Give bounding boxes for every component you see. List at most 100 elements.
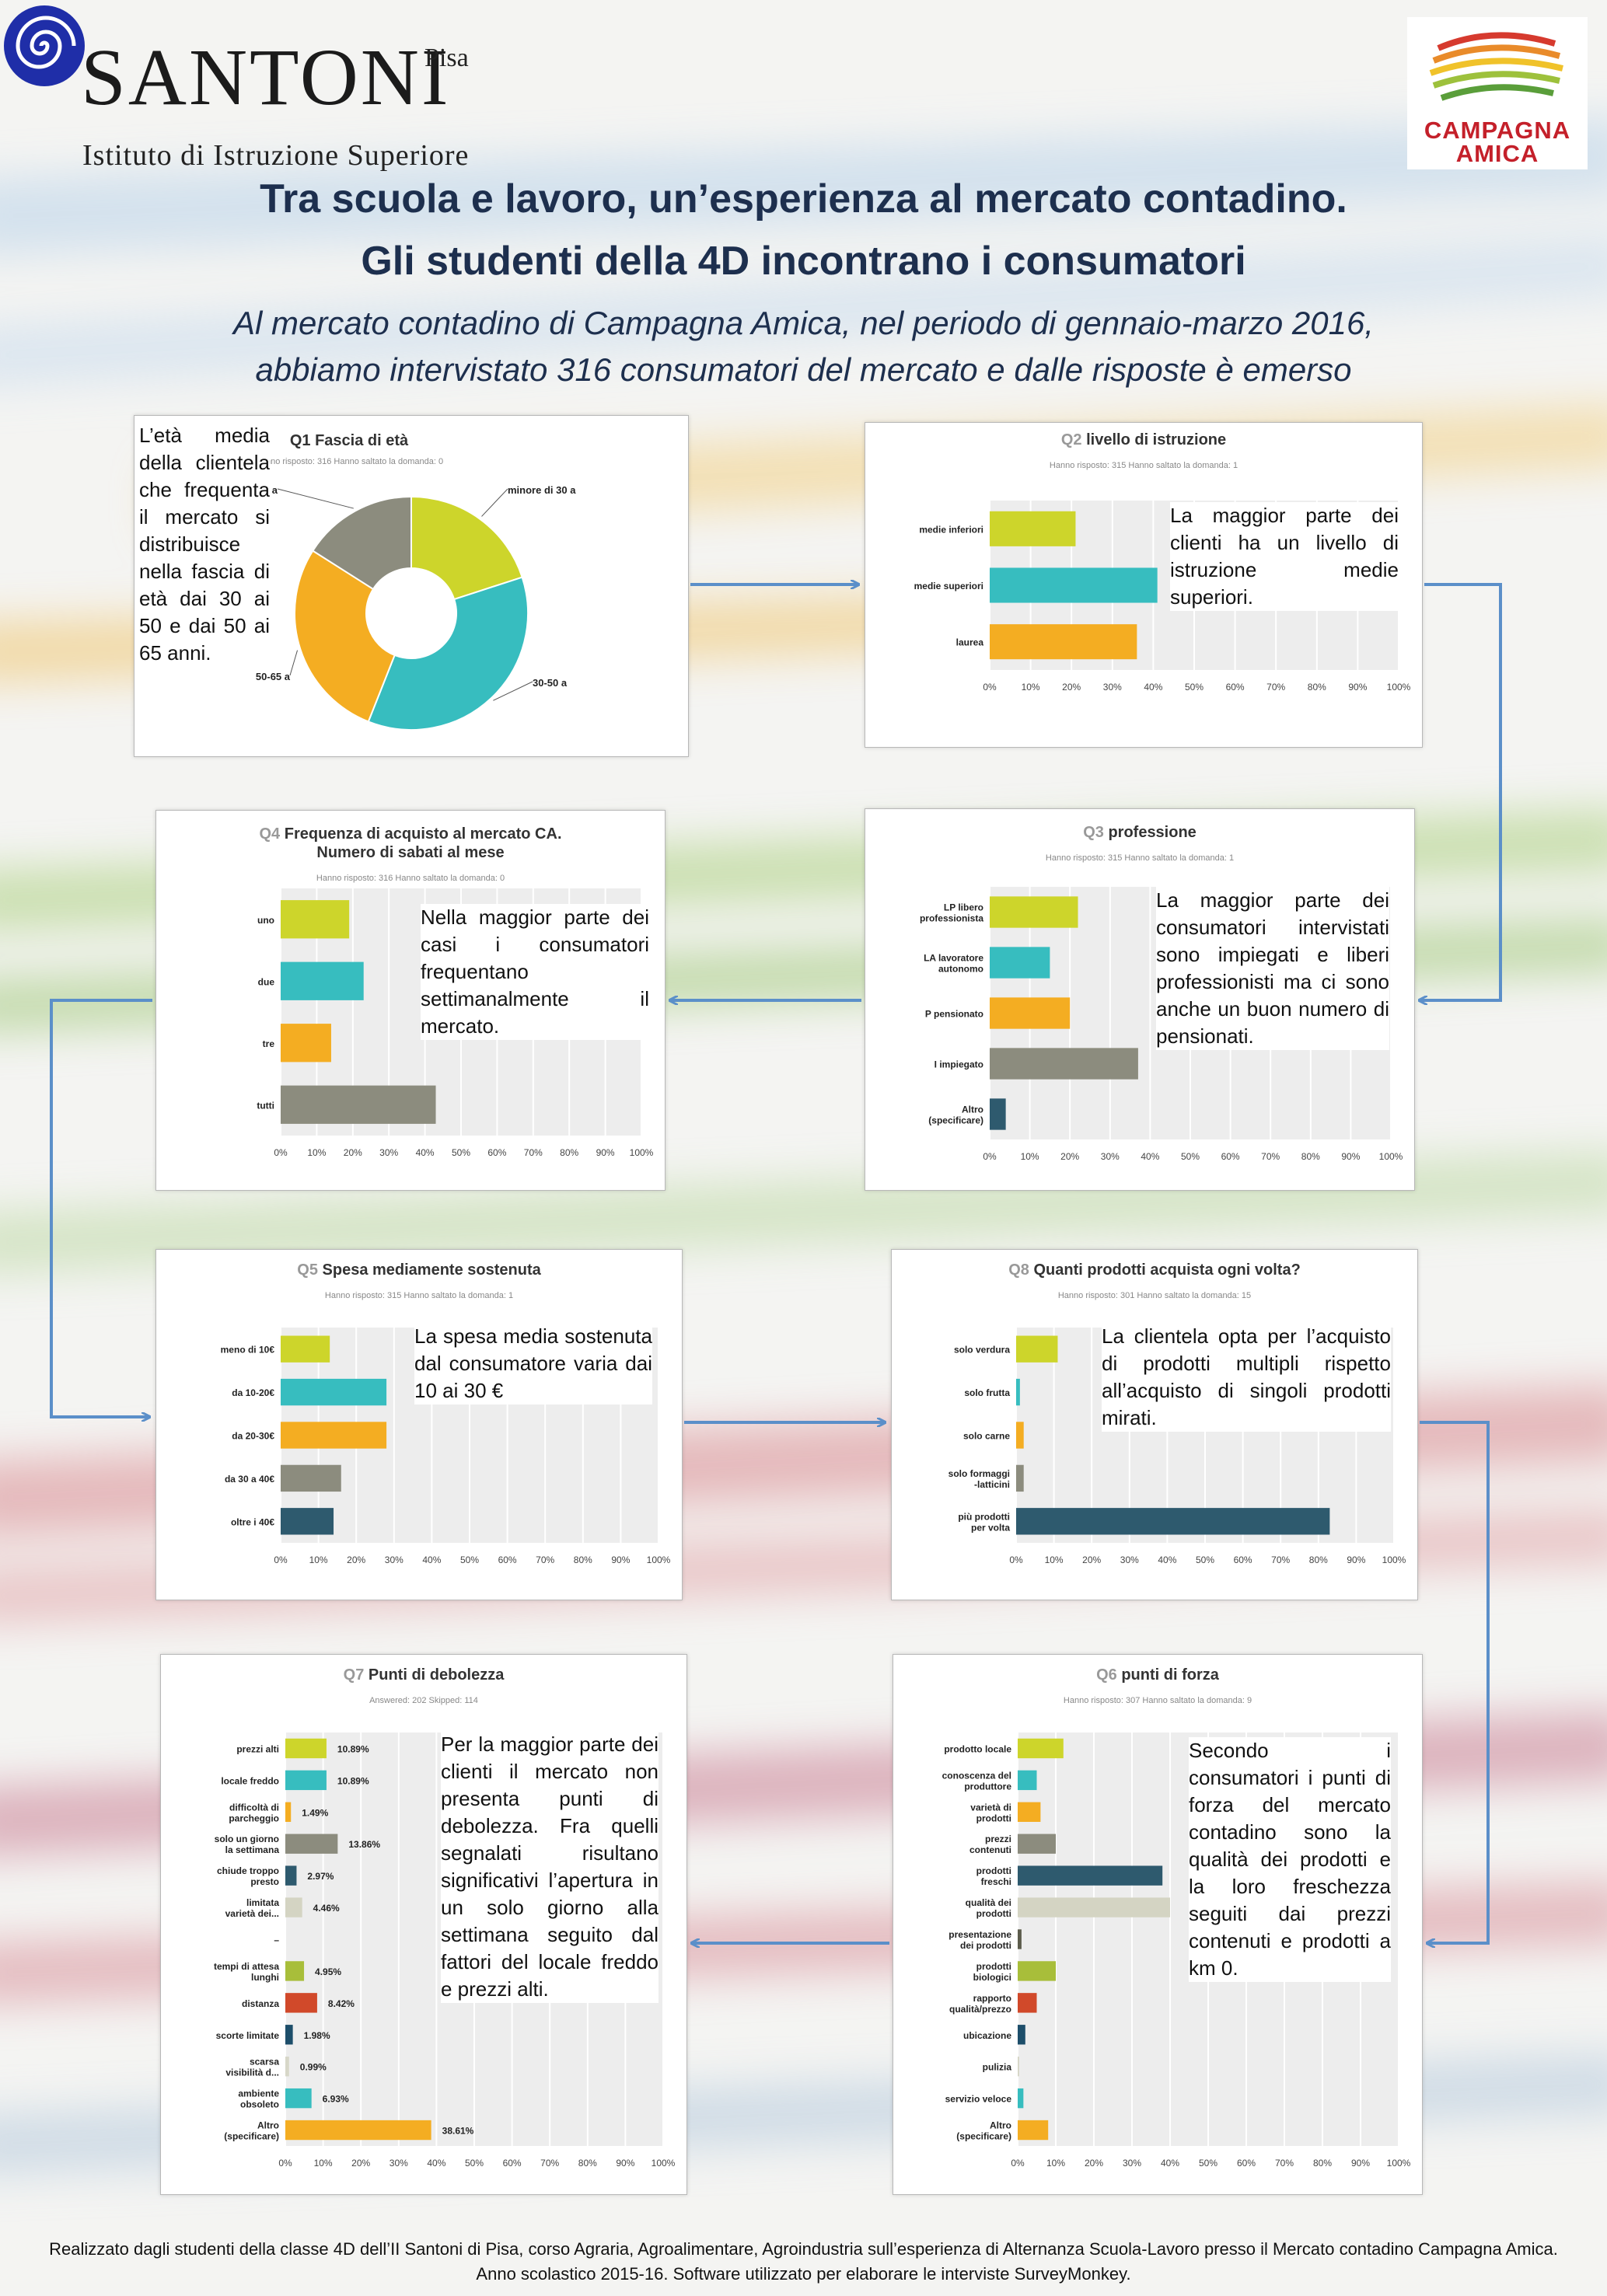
panel-q8: Q8 Quanti prodotti acquista ogni volta? H… [891,1249,1418,1600]
school-logo: SANTONI Pisa Istituto di Istruzione Supe… [0,0,544,172]
tick-label-q2-1: 10% [1022,682,1040,693]
bar-q7-11 [285,2088,312,2109]
category-label-q7-3-1: la settimana [225,1844,280,1855]
tick-label-q4-10: 100% [630,1147,654,1158]
tick-label-q5-4: 40% [422,1555,441,1565]
tick-label-q7-6: 60% [503,2158,522,2169]
bar-q7-9 [285,2025,293,2045]
category-label-q7-10-1: visibilità d... [225,2067,279,2078]
data-label-q7-7: 4.95% [315,1966,341,1977]
bar-q2-1 [990,567,1158,603]
subtitle-line2: abbiamo intervistato 316 consumatori del… [255,351,1352,388]
bar-q6-11 [1018,2088,1024,2109]
category-label-q7-6-0: – [274,1935,279,1945]
data-label-q7-1: 10.89% [337,1775,369,1786]
tick-label-q8-5: 50% [1196,1555,1214,1565]
tick-label-q5-10: 100% [647,1555,671,1565]
category-label-q2-1-0: medie superiori [914,581,983,591]
tick-label-q8-1: 10% [1045,1555,1064,1565]
text-q4: Nella maggior parte dei casi i consumato… [421,904,649,1040]
bar-q6-0 [1018,1738,1064,1759]
bar-q4-1 [281,961,364,1000]
text-q6: Secondo i consumatori i punti di forza d… [1189,1737,1391,1982]
bar-q3-4 [990,1098,1006,1130]
tick-label-q2-9: 90% [1348,682,1367,693]
text-q1: L’età media della clientela che frequent… [139,422,270,667]
tick-label-q5-7: 70% [536,1555,554,1565]
chart-meta-q5: Hanno risposto: 315 Hanno saltato la dom… [325,1291,513,1300]
bar-q5-2 [281,1422,387,1449]
category-label-q6-0-0: prodotto locale [944,1743,1011,1754]
chart-meta-q8: Hanno risposto: 301 Hanno saltato la dom… [1058,1291,1251,1300]
tick-label-q4-1: 10% [307,1147,326,1158]
pie-leader-2 [289,650,299,676]
category-label-q5-1-0: da 10-20€ [232,1387,274,1398]
footer-line1: Realizzato dagli studenti della classe 4… [49,2239,1558,2259]
school-name: SANTONI [81,33,451,122]
tick-label-q3-0: 0% [983,1151,997,1162]
category-label-q7-9-0: scorte limitate [216,2030,280,2041]
category-label-q5-2-0: da 20-30€ [232,1431,274,1442]
category-label-q7-7-0: tempi di attesa [214,1961,279,1972]
bar-q7-8 [285,1993,317,2013]
category-label-q7-4-1: presto [250,1876,279,1887]
bar-q8-4 [1016,1508,1330,1535]
tick-label-q4-7: 70% [524,1147,543,1158]
footer: Realizzato dagli studenti della classe 4… [0,2237,1607,2287]
category-label-q3-1-1: autonomo [938,964,983,975]
bar-q3-1 [990,947,1050,979]
category-label-q6-4-1: freschi [981,1876,1011,1887]
bar-q6-6 [1018,1929,1022,1949]
panel-q5: Q5 Spesa mediamente sostenuta Hanno rispo… [155,1249,683,1600]
tick-label-q7-9: 90% [616,2158,634,2169]
tick-label-q6-7: 70% [1275,2158,1294,2169]
bar-q7-7 [285,1961,305,1981]
bar-q7-1 [285,1770,327,1791]
bar-q4-0 [281,900,350,939]
tick-label-q7-5: 50% [465,2158,484,2169]
chart-title-q3: Q3 professione [1083,824,1197,841]
panel-q3: Q3 professione Hanno risposto: 315 Hanno … [865,808,1415,1191]
pie-leader-1 [493,681,533,701]
tick-label-q5-8: 80% [574,1555,592,1565]
pie-slice-1 [367,576,529,731]
category-label-q7-10-0: scarsa [250,2057,279,2067]
pie-leader-3 [277,488,354,509]
category-label-q6-6-1: dei prodotti [960,1940,1011,1951]
category-label-q7-7-1: lunghi [251,1972,279,1983]
category-label-q6-8-1: qualità/prezzo [949,2004,1011,2015]
tick-label-q6-5: 50% [1199,2158,1217,2169]
bar-q6-12 [1018,2120,1049,2141]
category-label-q7-4-0: chiude troppo [217,1865,279,1876]
category-label-q6-2-0: varietà di [970,1802,1011,1813]
tick-label-q6-6: 60% [1237,2158,1256,2169]
pie-leader-0 [481,488,508,517]
tick-label-q3-4: 40% [1141,1151,1159,1162]
panel-q7: Q7 Punti di debolezza Answered: 202 Skipp… [160,1654,687,2195]
category-label-q6-3-0: prezzi [985,1834,1011,1844]
category-label-q6-3-1: contenuti [969,1844,1011,1855]
chart-title-q6: Q6 punti di forza [1096,1666,1220,1684]
tick-label-q4-8: 80% [560,1147,578,1158]
category-label-q7-8-0: distanza [242,1998,279,2009]
category-label-q2-0-0: medie inferiori [919,524,983,535]
category-label-q8-3-0: solo formaggi [948,1468,1010,1479]
partner-line2: AMICA [1455,140,1539,167]
tick-label-q8-8: 80% [1309,1555,1328,1565]
category-label-q5-0-0: meno di 10€ [221,1345,275,1356]
tick-label-q7-4: 40% [427,2158,445,2169]
panel-q1: Q1 Fascia di età Hanno risposto: 316 Hann… [134,415,689,757]
bar-q6-9 [1018,2025,1025,2045]
tick-label-q7-1: 10% [314,2158,333,2169]
category-label-q8-1-0: solo frutta [964,1387,1010,1398]
chart-meta-q6: Hanno risposto: 307 Hanno saltato la dom… [1064,1696,1252,1705]
data-label-q7-8: 8.42% [328,1998,355,2009]
chart-meta-q1: Hanno risposto: 316 Hanno saltato la dom… [255,457,443,466]
chart-title-q1: Q1 Fascia di età [290,432,409,449]
category-label-q7-0-0: prezzi alti [236,1743,279,1754]
spiral-icon [4,5,85,86]
tick-label-q5-0: 0% [274,1555,288,1565]
category-label-q3-4-1: (specificare) [928,1115,983,1126]
data-label-q7-4: 2.97% [307,1871,334,1882]
chart-meta-q2: Hanno risposto: 315 Hanno saltato la dom… [1050,461,1238,470]
